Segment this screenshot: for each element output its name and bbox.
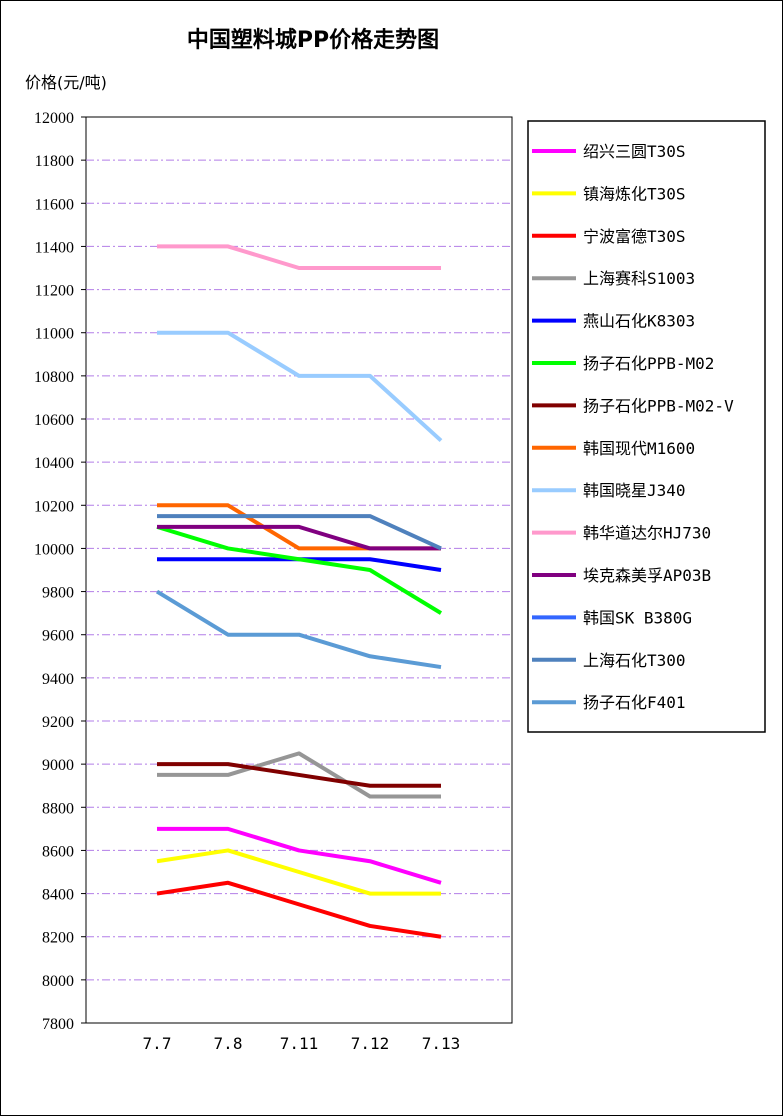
y-tick-label: 10000 (34, 541, 74, 558)
series-line (157, 826, 442, 885)
legend-label: 韩国晓星J340 (583, 481, 686, 500)
legend-label: 上海赛科S1003 (583, 269, 695, 288)
plot-area (85, 116, 513, 1024)
y-tick-label: 7800 (42, 1016, 74, 1033)
legend-label: 宁波富德T30S (583, 227, 686, 246)
x-tick-label: 7.12 (351, 1034, 390, 1053)
x-tick-label: 7.13 (422, 1034, 461, 1053)
y-tick-label: 11400 (35, 239, 74, 256)
y-tick-label: 9400 (42, 671, 74, 688)
series-line (157, 514, 442, 551)
legend-label: 韩华道达尔HJ730 (583, 524, 711, 543)
legend-label: 绍兴三圆T30S (583, 142, 686, 161)
y-tick-label: 8000 (42, 973, 74, 990)
legend-box (527, 120, 766, 733)
chart-title: 中国塑料城PP价格走势图 (187, 27, 439, 53)
series-line (157, 762, 441, 788)
y-tick-label: 10200 (34, 498, 74, 515)
legend-label: 埃克森美孚AP03B (583, 566, 711, 585)
legend-label: 扬子石化PPB-M02 (583, 354, 714, 373)
series-line (156, 848, 441, 896)
legend-label: 镇海炼化T30S (583, 184, 686, 203)
x-tick-label: 7.11 (280, 1034, 319, 1053)
legend-label: 扬子石化PPB-M02-V (583, 396, 734, 415)
series-line (156, 880, 442, 939)
y-axis-label: 价格(元/吨) (25, 73, 107, 92)
y-tick-label: 9200 (42, 714, 74, 731)
y-tick-label: 11600 (35, 196, 74, 213)
x-ticks: 7.7 7.8 7.11 7.12 7.13 (143, 1034, 461, 1053)
x-tick-label: 7.7 (143, 1034, 172, 1053)
y-tick-label: 12000 (34, 110, 74, 127)
legend-label: 韩国SK B380G (583, 608, 692, 627)
series-line (156, 524, 443, 615)
series-line (157, 330, 443, 443)
legend-label: 韩国现代M1600 (583, 439, 695, 458)
y-tick-label: 10800 (34, 369, 74, 386)
legend: 绍兴三圆T30S 镇海炼化T30S 宁波富德T30S 上海赛科S1003 燕山石化K83… (532, 142, 734, 712)
y-ticks: 7800 8000 8200 8400 8600 8800 9000 9200 9400 9600… (34, 110, 86, 1033)
series-lines (155, 244, 443, 939)
y-tick-label: 11000 (35, 326, 74, 343)
y-tick-label: 11200 (35, 283, 74, 300)
series-line (157, 751, 441, 799)
series-line (155, 589, 442, 670)
y-tick-label: 11800 (35, 153, 74, 170)
series-line (157, 524, 441, 551)
series-line (157, 244, 441, 270)
y-tick-label: 10400 (34, 455, 74, 472)
y-tick-label: 8200 (42, 930, 74, 947)
y-tick-label: 9600 (42, 628, 74, 645)
x-tick-label: 7.8 (214, 1034, 243, 1053)
legend-label: 上海石化T300 (583, 651, 686, 670)
legend-label: 燕山石化K8303 (583, 312, 695, 331)
legend-label: 扬子石化F401 (583, 693, 686, 712)
y-tick-label: 9800 (42, 585, 74, 602)
y-tick-label: 9000 (42, 757, 74, 774)
y-tick-label: 10600 (34, 412, 74, 429)
y-tick-label: 8800 (42, 800, 74, 817)
y-tick-label: 8400 (42, 887, 74, 904)
y-tick-label: 8600 (42, 843, 74, 860)
